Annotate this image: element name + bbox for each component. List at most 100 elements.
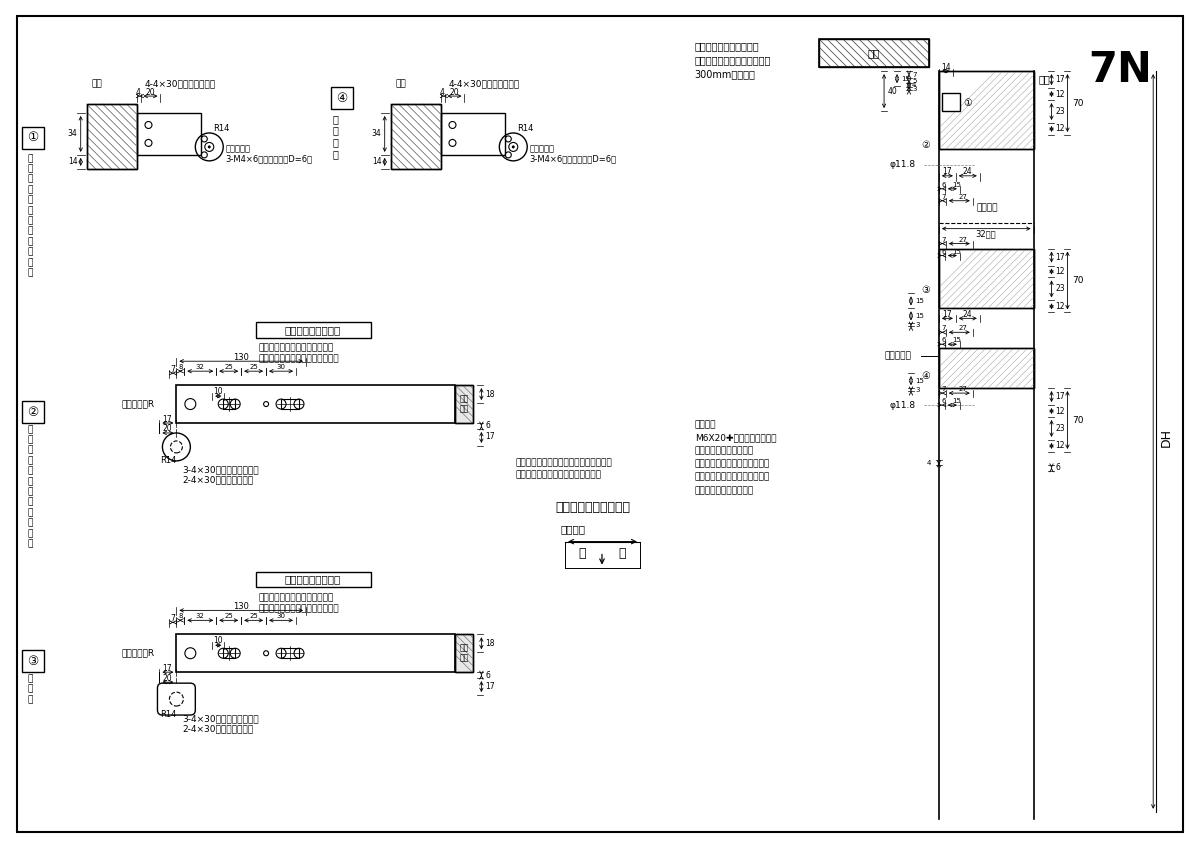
Text: 27: 27 xyxy=(959,237,967,243)
Text: 15: 15 xyxy=(914,298,924,304)
Text: 6: 6 xyxy=(485,421,491,431)
Circle shape xyxy=(208,145,211,148)
Text: 23: 23 xyxy=(1056,107,1066,116)
Text: 27: 27 xyxy=(959,386,967,392)
Text: 2-4×30皿タッピンネジ: 2-4×30皿タッピンネジ xyxy=(182,476,253,484)
Text: 34: 34 xyxy=(372,130,382,138)
Text: ④: ④ xyxy=(920,371,930,381)
Bar xyxy=(938,349,1033,388)
FancyBboxPatch shape xyxy=(157,683,196,715)
Bar xyxy=(256,572,371,588)
Text: 木製: 木製 xyxy=(460,644,469,653)
Text: ト
ッ
プ
ピ
ボ
ッ
ト
（
上
枠
側
）: ト ッ プ ピ ボ ッ ト （ 上 枠 側 ） xyxy=(28,153,32,277)
Text: 6: 6 xyxy=(942,181,947,187)
Text: 25: 25 xyxy=(250,364,258,371)
Text: 軸座ネジ
M6X20✚字穴付き止めネジ
床面軸座の変形や破損を
防止する為、必ずドアを吸込む
前にドア荷重に耒えられる床面
まで締め付けて下さい。: 軸座ネジ M6X20✚字穴付き止めネジ 床面軸座の変形や破損を 防止する為、必ず… xyxy=(695,420,776,495)
Text: 70: 70 xyxy=(1073,276,1084,285)
Text: ドア: ドア xyxy=(460,654,469,663)
Text: 32: 32 xyxy=(196,364,205,371)
Bar xyxy=(456,385,474,423)
Text: 壁枠: 壁枠 xyxy=(91,80,102,89)
Text: 15: 15 xyxy=(914,378,924,384)
Text: 3-4×30なべタッピンネジ: 3-4×30なべタッピンネジ xyxy=(182,715,259,723)
Bar xyxy=(938,248,1033,309)
Text: 30: 30 xyxy=(276,364,286,371)
Text: 23: 23 xyxy=(1056,424,1066,433)
Text: 12: 12 xyxy=(1056,302,1066,311)
Text: 木製ドア: 木製ドア xyxy=(977,204,998,212)
Text: 3: 3 xyxy=(914,322,919,328)
Text: 15: 15 xyxy=(952,338,961,343)
Bar xyxy=(456,634,474,672)
Text: 天井: 天井 xyxy=(868,48,881,59)
Bar xyxy=(938,349,1033,388)
Bar xyxy=(942,93,960,111)
Text: ト
ッ
プ
ピ
ボ
ッ
ト
（
ド
ア
側
）: ト ッ プ ピ ボ ッ ト （ ド ア 側 ） xyxy=(28,425,32,549)
Text: 17: 17 xyxy=(163,664,173,672)
Text: R14: R14 xyxy=(161,710,176,718)
Bar xyxy=(86,104,137,169)
Bar xyxy=(938,71,1033,149)
Text: ③: ③ xyxy=(28,655,38,667)
Text: 7N: 7N xyxy=(1088,49,1152,92)
Bar xyxy=(22,127,44,149)
Text: 15: 15 xyxy=(952,248,961,254)
Text: 面取り又はR: 面取り又はR xyxy=(121,649,155,658)
Text: 6: 6 xyxy=(942,248,947,254)
Text: 17: 17 xyxy=(942,310,952,319)
Text: 8: 8 xyxy=(178,613,182,619)
Text: 4: 4 xyxy=(440,87,445,97)
Text: 組替えネジ締込みの為、
プラスドライバーの入る空間
300mm以上必要: 組替えネジ締込みの為、 プラスドライバーの入る空間 300mm以上必要 xyxy=(695,42,772,79)
Text: ②: ② xyxy=(920,140,930,150)
Text: 6: 6 xyxy=(942,338,947,343)
Text: DH: DH xyxy=(1159,428,1172,448)
Text: ①: ① xyxy=(28,131,38,144)
Text: 6: 6 xyxy=(942,398,947,404)
Text: 7: 7 xyxy=(942,237,947,243)
Text: 3-M4×6特皿小ネジ（D=6）: 3-M4×6特皿小ネジ（D=6） xyxy=(529,154,617,164)
Text: ベアリング: ベアリング xyxy=(884,352,911,360)
Text: 15: 15 xyxy=(952,181,961,187)
Text: 34: 34 xyxy=(68,130,78,138)
Text: ②: ② xyxy=(28,405,38,419)
Text: 7: 7 xyxy=(942,326,947,332)
Text: 130: 130 xyxy=(233,602,250,611)
Text: 24: 24 xyxy=(962,310,973,319)
Text: 6: 6 xyxy=(1056,463,1061,472)
Text: 12: 12 xyxy=(1056,267,1066,276)
Text: 8: 8 xyxy=(178,364,182,371)
Text: 左: 左 xyxy=(618,547,625,560)
Bar xyxy=(281,648,299,658)
Text: ドア幅方向調整可能: ドア幅方向調整可能 xyxy=(284,326,341,335)
Text: 18: 18 xyxy=(485,639,494,648)
Text: φ11.8: φ11.8 xyxy=(889,160,916,170)
Bar xyxy=(22,401,44,423)
Text: 25: 25 xyxy=(224,613,233,619)
Text: 70: 70 xyxy=(1073,416,1084,425)
Text: 17: 17 xyxy=(1056,75,1066,84)
Text: 27: 27 xyxy=(959,193,967,200)
Bar xyxy=(820,39,929,67)
Text: 6: 6 xyxy=(485,671,491,680)
Text: 32以上: 32以上 xyxy=(976,229,996,238)
Text: ネジで（固定）締付けて下さい。: ネジで（固定）締付けて下さい。 xyxy=(258,354,338,364)
Text: 15: 15 xyxy=(952,398,961,404)
Text: 3-M4×6特皿小ネジ（D=6）: 3-M4×6特皿小ネジ（D=6） xyxy=(226,154,312,164)
Text: R14: R14 xyxy=(214,125,229,133)
Text: 23: 23 xyxy=(1056,284,1066,293)
Bar xyxy=(86,104,137,169)
Text: 17: 17 xyxy=(1056,253,1066,261)
Text: ④: ④ xyxy=(336,92,348,104)
Bar xyxy=(456,385,474,423)
Text: 20: 20 xyxy=(163,425,173,433)
Text: 7: 7 xyxy=(912,72,917,78)
Text: 17: 17 xyxy=(163,415,173,423)
Text: 3-4×30なべタッピンネジ: 3-4×30なべタッピンネジ xyxy=(182,466,259,474)
Bar xyxy=(137,113,202,155)
Text: 20: 20 xyxy=(163,673,173,683)
Text: 12: 12 xyxy=(1056,125,1066,133)
Text: 4-4×30皿タッピンネジ: 4-4×30皿タッピンネジ xyxy=(449,80,520,89)
Text: 10: 10 xyxy=(214,636,223,644)
Text: 15: 15 xyxy=(914,314,924,320)
Text: 5: 5 xyxy=(912,78,917,84)
